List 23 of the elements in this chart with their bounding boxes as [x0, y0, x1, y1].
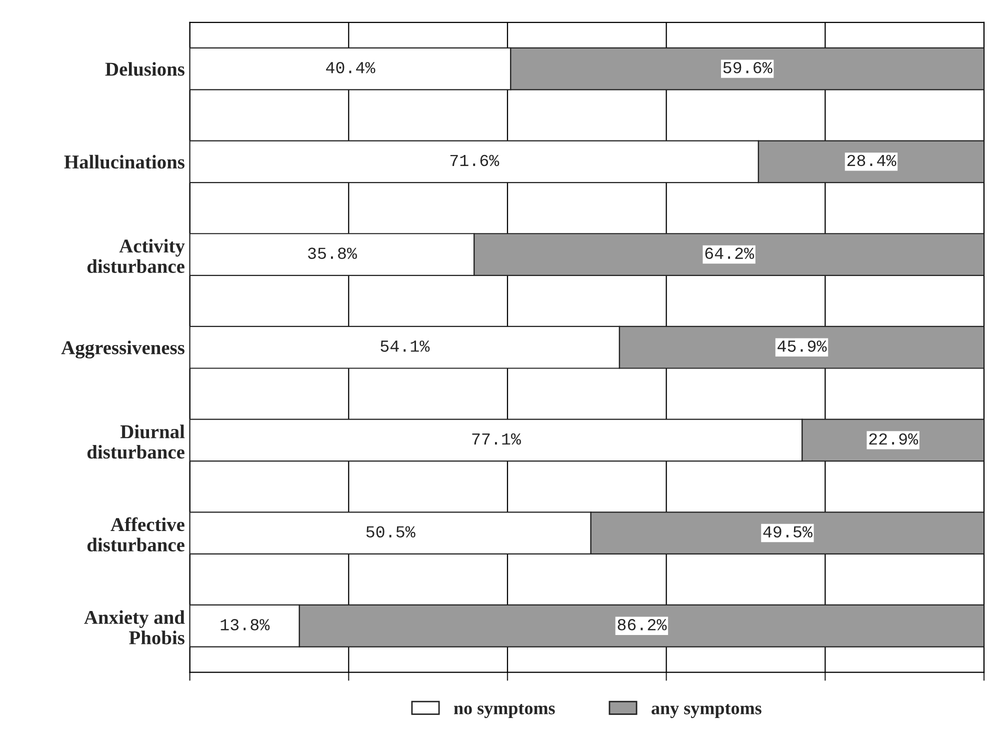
legend-label: no symptoms: [454, 704, 555, 718]
data-label: 22.9%: [869, 433, 918, 445]
y-tick-label: Affective disturbance: [87, 517, 184, 552]
data-label: 35.8%: [308, 248, 357, 259]
data-label: 77.1%: [472, 433, 521, 445]
data-label: 54.1%: [380, 340, 430, 352]
y-tick-label: Anxiety and Phobis: [84, 610, 185, 644]
data-label: 28.4%: [847, 154, 896, 166]
y-tick-label: Diurnal disturbance: [87, 424, 185, 459]
y-tick-label: Delusions: [105, 62, 184, 76]
y-tick-label: Aggressiveness: [61, 340, 184, 358]
data-label: 13.8%: [220, 619, 270, 630]
y-tick-label: Hallucinations: [64, 154, 184, 169]
data-label: 59.6%: [723, 62, 772, 74]
data-label: 71.6%: [450, 154, 500, 166]
data-label: 64.2%: [705, 248, 754, 259]
data-label: 40.4%: [326, 62, 376, 74]
data-label: 45.9%: [778, 340, 827, 352]
data-label: 49.5%: [763, 526, 812, 538]
data-label: 50.5%: [366, 526, 416, 538]
data-label: 86.2%: [618, 619, 667, 630]
y-tick-label: Activity disturbance: [87, 238, 185, 274]
legend-label: any symptoms: [652, 704, 762, 718]
